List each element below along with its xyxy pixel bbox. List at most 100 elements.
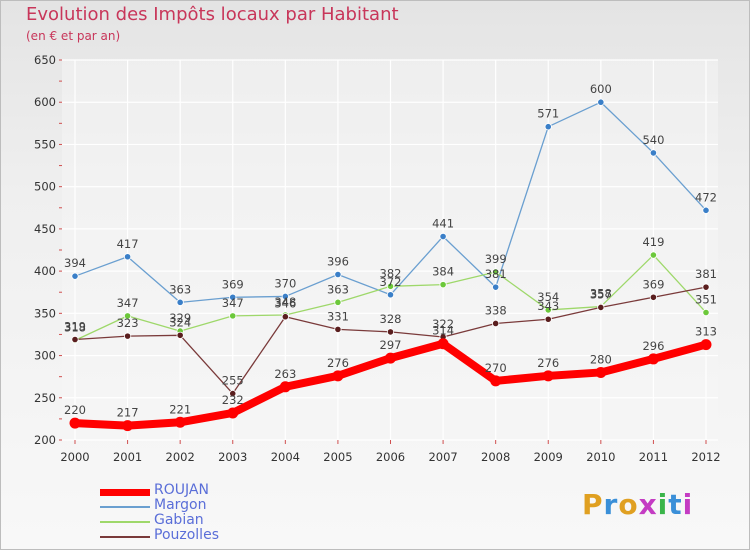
data-point (174, 416, 186, 428)
x-tick-label: 2003 (218, 450, 247, 464)
x-tick-label: 2004 (271, 450, 300, 464)
legend-label: Gabian (154, 512, 204, 528)
data-point (439, 232, 447, 241)
data-point (649, 293, 658, 301)
data-point (334, 270, 342, 279)
data-point (71, 335, 79, 344)
y-tick-label: 300 (34, 349, 56, 363)
data-label: 263 (274, 367, 296, 381)
data-label: 318 (64, 320, 86, 334)
data-point (542, 370, 554, 382)
data-point (334, 325, 342, 333)
data-point (71, 272, 79, 280)
data-point (386, 328, 395, 336)
data-point (281, 313, 289, 321)
chart-title: Evolution des Impôts locaux par Habitant (26, 4, 399, 25)
data-label: 322 (432, 317, 454, 331)
data-label: 328 (380, 312, 402, 326)
data-label: 351 (695, 292, 717, 306)
data-label: 472 (695, 190, 717, 204)
legend-swatch (100, 536, 150, 538)
x-tick-label: 2001 (113, 450, 142, 464)
x-tick-label: 2000 (60, 450, 89, 464)
logo-letter: x (638, 488, 658, 521)
data-label: 297 (380, 338, 402, 352)
x-tick-label: 2009 (534, 450, 563, 464)
x-tick-label: 2005 (323, 450, 352, 464)
data-label: 399 (485, 252, 507, 266)
data-label: 369 (222, 277, 244, 291)
data-point (649, 251, 658, 259)
data-label: 354 (537, 290, 559, 304)
data-label: 220 (64, 403, 86, 417)
data-point (229, 312, 237, 320)
data-label: 417 (117, 237, 139, 251)
x-tick-label: 2008 (481, 450, 510, 464)
data-point (279, 381, 291, 393)
data-point (123, 312, 132, 320)
logo-letter: P (582, 488, 604, 521)
data-label: 372 (380, 275, 402, 289)
logo-letter: r (603, 488, 619, 521)
data-label: 394 (64, 256, 86, 270)
y-tick-label: 650 (34, 53, 56, 67)
chart-subtitle: (en € et par an) (26, 29, 121, 43)
data-point (385, 352, 396, 364)
data-label: 324 (169, 315, 191, 329)
data-point (544, 306, 552, 314)
data-point (123, 253, 132, 261)
data-label: 358 (590, 287, 612, 301)
data-label: 338 (485, 303, 507, 317)
data-point (700, 339, 712, 351)
logo-letter: i (657, 488, 669, 521)
data-point (439, 281, 447, 289)
y-tick-label: 350 (34, 306, 56, 320)
data-point (647, 353, 659, 365)
data-label: 319 (64, 320, 86, 334)
data-label: 382 (380, 266, 402, 280)
y-tick-label: 500 (34, 180, 56, 194)
data-label: 540 (642, 133, 664, 147)
data-point (544, 315, 552, 323)
data-label: 384 (432, 265, 454, 279)
data-label: 296 (642, 339, 664, 353)
logo-letter: o (618, 488, 639, 521)
data-label: 419 (642, 235, 664, 249)
data-point (597, 98, 605, 106)
data-label: 369 (642, 277, 664, 291)
legend-swatch (100, 521, 150, 523)
data-point (69, 417, 81, 429)
data-point (176, 331, 184, 339)
data-point (437, 338, 449, 350)
data-point (176, 298, 184, 306)
logo-letter: i (682, 488, 694, 521)
data-point (544, 123, 552, 131)
data-label: 381 (695, 267, 717, 281)
x-tick-label: 2010 (586, 450, 615, 464)
data-point (227, 407, 239, 419)
data-label: 571 (537, 107, 559, 121)
data-label: 346 (274, 297, 296, 311)
data-point (492, 283, 500, 291)
data-label: 343 (537, 299, 559, 313)
data-label: 323 (117, 316, 139, 330)
legend-label: Margon (154, 497, 207, 513)
data-label: 441 (432, 216, 454, 230)
data-point (229, 293, 237, 301)
legend-label: Pouzolles (154, 527, 219, 543)
x-tick-label: 2007 (428, 450, 457, 464)
y-tick-label: 400 (34, 264, 56, 278)
data-point (334, 298, 342, 306)
data-point (702, 283, 710, 291)
data-point (332, 370, 344, 382)
data-label: 221 (169, 402, 191, 416)
data-label: 600 (590, 82, 612, 96)
data-point (702, 308, 710, 317)
data-point (229, 389, 237, 398)
data-label: 270 (485, 361, 507, 375)
data-point (595, 366, 607, 378)
data-label: 255 (222, 374, 244, 388)
data-label: 370 (274, 276, 296, 290)
data-label: 313 (695, 325, 717, 339)
